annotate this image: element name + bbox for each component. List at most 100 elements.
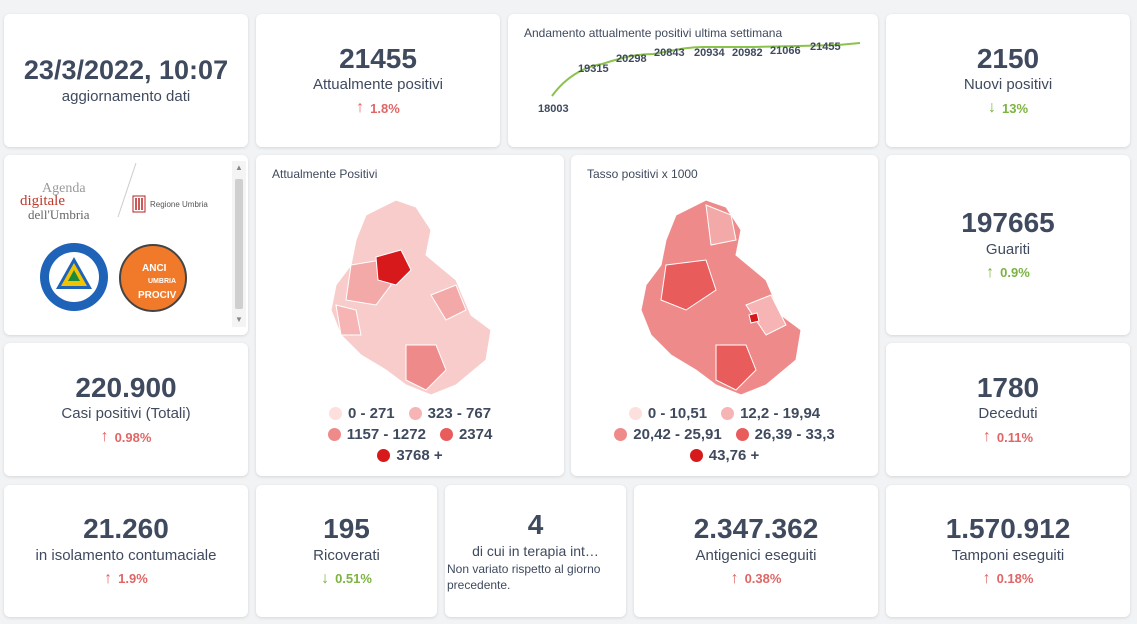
legend-dot-icon bbox=[689, 449, 703, 462]
casi-totali-value: 220.900 bbox=[75, 371, 177, 403]
terapia-label: di cui in terapia int… bbox=[472, 543, 599, 559]
map1-umbria[interactable] bbox=[256, 185, 564, 435]
agenda-digitale-logo: Agenda digitale dell'Umbria bbox=[18, 181, 118, 222]
map-tasso-positivi-card: Tasso positivi x 1000 0 - 10,51 12,2 - 1… bbox=[571, 155, 878, 476]
map2-zone-east bbox=[745, 294, 787, 336]
nuovi-positivi-card: 2150 Nuovi positivi ↓ 13% bbox=[886, 14, 1130, 147]
map2-umbria[interactable] bbox=[571, 185, 878, 435]
map-attualmente-positivi-card: Attualmente Positivi 0 - 271 323 - 767 1… bbox=[256, 155, 564, 476]
guariti-label: Guariti bbox=[985, 240, 1031, 258]
agenda-line3: dell'Umbria bbox=[28, 207, 90, 222]
trend-label-4: 20843 bbox=[654, 47, 685, 59]
legend-label: 26,39 - 33,3 bbox=[754, 426, 835, 443]
divider-line bbox=[117, 162, 137, 218]
antigenici-card: 2.347.362 Antigenici eseguiti ↑ 0.38% bbox=[634, 485, 878, 617]
tamponi-card: 1.570.912 Tamponi eseguiti ↑ 0.18% bbox=[886, 485, 1130, 617]
agenda-line2: digitale bbox=[20, 193, 65, 209]
attualmente-positivi-label: Attualmente positivi bbox=[312, 76, 444, 94]
map2-region-outline bbox=[640, 199, 802, 396]
legend-dot-icon bbox=[735, 428, 749, 441]
delta-value: 0.9% bbox=[1000, 265, 1030, 281]
map2-zone-center bbox=[660, 259, 717, 311]
terapia-value: 4 bbox=[527, 509, 544, 540]
guariti-card: 197665 Guariti ↑ 0.9% bbox=[886, 155, 1130, 335]
map1-region-outline bbox=[330, 199, 492, 396]
attualmente-positivi-card: 21455 Attualmente positivi ↑ 1.8% bbox=[256, 14, 500, 147]
map2-zone-max bbox=[748, 312, 760, 324]
guariti-delta: ↑ 0.9% bbox=[986, 264, 1030, 282]
delta-value: 0.51% bbox=[335, 571, 372, 587]
legend-label: 0 - 10,51 bbox=[647, 405, 708, 422]
ricoverati-label: Ricoverati bbox=[313, 546, 380, 564]
map2-legend-row: 0 - 10,51 12,2 - 19,94 bbox=[571, 405, 878, 422]
arrow-up-icon: ↑ bbox=[730, 569, 739, 587]
map2-legend-item: 12,2 - 19,94 bbox=[721, 405, 820, 422]
map2-legend-item: 0 - 10,51 bbox=[628, 405, 708, 422]
deceduti-value: 1780 bbox=[976, 371, 1040, 403]
protezione-civile-logo bbox=[40, 243, 108, 311]
map1-legend-item: 0 - 271 bbox=[328, 405, 395, 422]
legend-label: 12,2 - 19,94 bbox=[740, 405, 821, 422]
isolamento-card: 21.260 in isolamento contumaciale ↑ 1.9% bbox=[4, 485, 248, 617]
legend-label: 2374 bbox=[458, 426, 493, 443]
arrow-down-icon: ↓ bbox=[321, 569, 330, 587]
map1-legend-row: 0 - 271 323 - 767 bbox=[256, 405, 564, 422]
update-datetime: 23/3/2022, 10:07 bbox=[23, 55, 229, 86]
deceduti-card: 1780 Deceduti ↑ 0.11% bbox=[886, 343, 1130, 476]
attualmente-positivi-value: 21455 bbox=[339, 42, 417, 74]
arrow-up-icon: ↑ bbox=[104, 569, 113, 587]
legend-label: 1157 - 1272 bbox=[346, 426, 426, 443]
map2-zone-north bbox=[705, 204, 737, 246]
anci-line3: PROCIV bbox=[138, 290, 177, 301]
attualmente-positivi-delta: ↑ 1.8% bbox=[356, 99, 400, 117]
trend-chart: 18003 19315 20298 20843 20934 20982 2106… bbox=[538, 41, 861, 115]
trend-label-3: 20298 bbox=[616, 53, 647, 65]
trend-label-6: 20982 bbox=[732, 47, 763, 59]
logos-scrollbar[interactable]: ▲ ▼ bbox=[232, 161, 246, 327]
legend-label: 20,42 - 25,91 bbox=[633, 426, 722, 443]
logos-card: Agenda digitale dell'Umbria Regione Umbr… bbox=[4, 155, 248, 335]
regione-umbria-text: Regione Umbria bbox=[150, 199, 208, 209]
legend-dot-icon bbox=[327, 428, 341, 441]
arrow-down-icon: ↓ bbox=[987, 99, 996, 117]
legend-dot-icon bbox=[439, 428, 453, 441]
legend-dot-icon bbox=[721, 407, 735, 420]
scroll-up-icon[interactable]: ▲ bbox=[235, 163, 243, 172]
arrow-up-icon: ↑ bbox=[100, 428, 109, 446]
map1-legend-item: 323 - 767 bbox=[408, 405, 491, 422]
map2-title: Tasso positivi x 1000 bbox=[587, 167, 698, 181]
casi-totali-label: Casi positivi (Totali) bbox=[61, 405, 191, 423]
delta-value: 0.98% bbox=[114, 429, 152, 445]
antigenici-value: 2.347.362 bbox=[693, 513, 819, 545]
deceduti-label: Deceduti bbox=[978, 405, 1038, 423]
delta-value: 0.18% bbox=[996, 571, 1034, 587]
map1-zone-east bbox=[430, 284, 467, 321]
trend-chart-card: Andamento attualmente positivi ultima se… bbox=[508, 14, 878, 147]
map1-legend-item: 1157 - 1272 bbox=[327, 426, 426, 443]
isolamento-value: 21.260 bbox=[83, 513, 169, 545]
map1-legend-item: 2374 bbox=[439, 426, 493, 443]
nuovi-positivi-delta: ↓ 13% bbox=[988, 99, 1028, 117]
map1-title: Attualmente Positivi bbox=[272, 167, 378, 181]
map1-legend-row: 1157 - 1272 2374 bbox=[256, 426, 564, 443]
map2-legend-row: 43,76 + bbox=[571, 447, 878, 464]
arrow-up-icon: ↑ bbox=[982, 428, 991, 446]
arrow-up-icon: ↑ bbox=[982, 569, 991, 587]
scroll-down-icon[interactable]: ▼ bbox=[235, 315, 243, 324]
map1-zone-south bbox=[405, 344, 447, 391]
casi-totali-delta: ↑ 0.98% bbox=[101, 428, 152, 446]
scroll-thumb[interactable] bbox=[235, 179, 243, 309]
map2-legend-item: 20,42 - 25,91 bbox=[614, 426, 722, 443]
tamponi-value: 1.570.912 bbox=[945, 513, 1071, 545]
delta-value: 13% bbox=[1001, 100, 1029, 116]
map1-legend: 0 - 271 323 - 767 1157 - 1272 2374 3768 … bbox=[256, 405, 564, 468]
anci-line2: UMBRIA bbox=[148, 278, 176, 285]
deceduti-delta: ↑ 0.11% bbox=[983, 428, 1033, 446]
update-label: aggiornamento dati bbox=[61, 87, 191, 105]
update-card: 23/3/2022, 10:07 aggiornamento dati bbox=[4, 14, 248, 147]
legend-dot-icon bbox=[614, 428, 628, 441]
map1-legend-row: 3768 + bbox=[256, 447, 564, 464]
map1-legend-item: 3768 + bbox=[377, 447, 443, 464]
anci-line1: ANCI bbox=[142, 263, 167, 274]
delta-value: 1.9% bbox=[118, 571, 148, 587]
